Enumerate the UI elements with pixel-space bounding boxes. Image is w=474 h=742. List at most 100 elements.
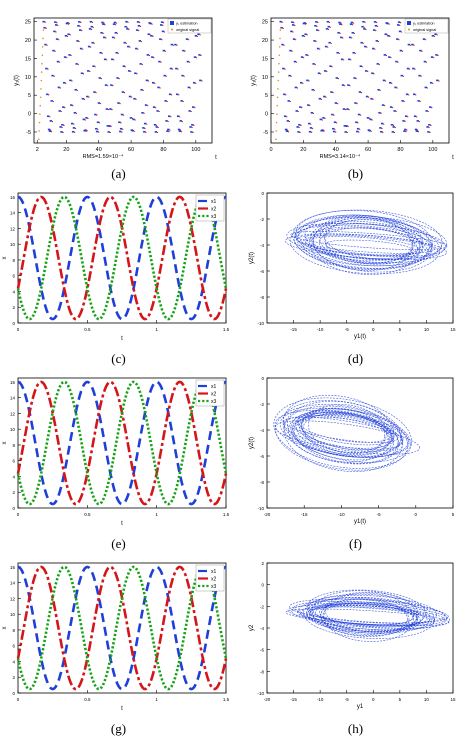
y-tick-label: -5 <box>263 130 268 136</box>
x-axis-label: t <box>215 155 217 161</box>
estimation-dot <box>164 50 167 52</box>
x-tick-label: 80 <box>397 147 403 153</box>
estimation-dot <box>313 89 315 91</box>
plot-frame <box>266 562 454 694</box>
estimation-dot <box>123 114 125 116</box>
trajectory-loop <box>286 222 446 260</box>
estimation-dot <box>321 119 323 121</box>
x-tick-label: 0 <box>372 327 375 332</box>
x-tick-label: 0 <box>269 147 272 153</box>
estimation-dot <box>139 25 142 27</box>
y-tick-label: -5 <box>26 130 31 136</box>
estimation-dot <box>288 120 291 123</box>
estimation-dot <box>195 82 197 84</box>
panel-caption: (f) <box>349 536 362 551</box>
estimation-dot <box>145 131 147 133</box>
y-tick-label: -6 <box>260 648 264 653</box>
estimation-dot <box>303 35 306 37</box>
estimation-dot <box>339 32 341 34</box>
estimation-dot <box>136 73 138 75</box>
estimation-dot <box>88 96 90 98</box>
panel-caption: (b) <box>347 166 364 181</box>
estimation-dot <box>68 22 70 25</box>
estimation-dot <box>75 112 78 114</box>
estimation-dot <box>147 80 150 82</box>
plot-frame <box>270 17 450 144</box>
trajectory-loop <box>301 407 385 453</box>
estimation-dot <box>147 105 149 107</box>
estimation-dot <box>165 75 167 77</box>
estimation-dot <box>167 120 169 123</box>
estimation-dot <box>399 24 401 27</box>
y-axis-label: y₁(t) <box>251 75 257 86</box>
original-signal-point <box>40 88 42 90</box>
estimation-dot <box>74 131 76 133</box>
trajectory-loop <box>320 599 408 635</box>
estimation-dot <box>331 66 333 68</box>
estimation-dot <box>328 21 331 23</box>
estimation-dot <box>379 89 381 91</box>
estimation-dot <box>79 25 81 27</box>
estimation-dot <box>283 44 285 46</box>
x-axis-label: y1(t) <box>354 519 366 525</box>
panel-d: -15 -10 -5 0 5 10 15 -10 -8 -6 -4 -2 0 y1(t) y2(t) (d) <box>237 185 474 370</box>
estimation-dot <box>160 61 162 63</box>
x-tick-label: -5 <box>345 697 349 702</box>
x-tick-label: -15 <box>301 512 308 517</box>
trajectory-loop <box>289 598 446 624</box>
estimation-dot <box>360 114 362 116</box>
series-line-x1 <box>17 195 227 321</box>
estimation-dot <box>419 100 421 103</box>
estimation-dot <box>341 24 343 26</box>
estimation-dot <box>332 92 334 94</box>
estimation-dot <box>81 30 83 32</box>
estimation-dot <box>357 122 359 124</box>
estimation-dot <box>115 22 118 24</box>
plot-frame <box>17 377 227 509</box>
y-tick-label: 8 <box>12 628 15 633</box>
estimation-dot <box>130 70 132 73</box>
estimation-dot <box>287 131 290 133</box>
y-tick-label: 0 <box>12 321 15 326</box>
estimation-dot <box>380 112 382 114</box>
y-tick-label: 2 <box>12 490 15 495</box>
estimation-dot <box>176 44 178 46</box>
y-tick-label: 20 <box>262 38 268 44</box>
y-tick-label: 12 <box>10 411 16 416</box>
estimation-dot <box>200 54 202 57</box>
x-axis-label: y1(t) <box>354 334 366 340</box>
estimation-dot <box>59 87 62 89</box>
trajectory-loop <box>298 598 447 631</box>
estimation-dot <box>400 22 402 24</box>
legend-swatch-original <box>408 28 410 31</box>
attractor-trajectories <box>273 394 421 472</box>
y-tick-label: -4 <box>260 243 264 248</box>
estimation-dot <box>66 35 69 37</box>
estimation-dot <box>69 34 71 36</box>
estimation-dot <box>417 131 420 133</box>
panel-h: -20 -15 -10 -5 0 5 10 15 -10 -8 -6 -4 -2 0 2 y1 y2 (h) <box>237 555 474 740</box>
x-tick-label: -5 <box>345 327 349 332</box>
estimation-dot <box>102 32 104 34</box>
legend: y₁ estimation original signal <box>167 18 212 34</box>
estimation-dot <box>312 112 315 114</box>
estimation-dot <box>118 78 120 80</box>
legend-label-x2: x2 <box>211 577 217 583</box>
x-tick-label: 20 <box>63 147 69 153</box>
estimation-dot <box>438 80 440 82</box>
x-tick-label: -5 <box>377 512 381 517</box>
estimation-dot <box>161 39 163 41</box>
estimation-dot <box>326 70 328 73</box>
x-tick-label: 1 <box>155 697 158 702</box>
estimation-dot <box>335 131 337 133</box>
estimation-dot <box>143 112 145 114</box>
y-tick-label: 14 <box>10 581 16 586</box>
estimation-dot <box>156 131 159 134</box>
x-tick-label: 15 <box>450 697 456 702</box>
estimation-dot <box>407 116 409 118</box>
estimation-dot <box>155 107 157 109</box>
y-tick-label: -10 <box>257 691 264 696</box>
estimation-dot <box>291 50 293 52</box>
